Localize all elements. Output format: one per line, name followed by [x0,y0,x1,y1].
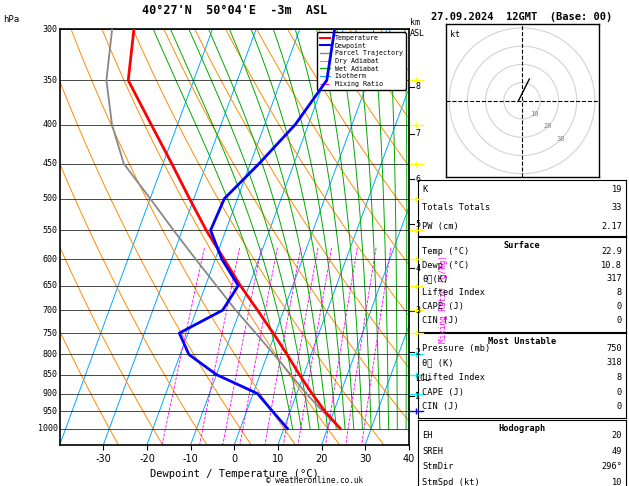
Text: 1: 1 [415,392,420,401]
Text: 850: 850 [43,370,58,379]
X-axis label: Dewpoint / Temperature (°C): Dewpoint / Temperature (°C) [150,469,319,479]
Text: 350: 350 [43,76,58,85]
Text: CIN (J): CIN (J) [422,402,459,411]
Text: hPa: hPa [3,15,19,24]
Text: 30: 30 [556,136,565,142]
Text: Most Unstable: Most Unstable [488,337,556,347]
Text: 8: 8 [617,288,622,297]
Text: Mixing Ratio (g/kg): Mixing Ratio (g/kg) [439,255,448,343]
Text: 25: 25 [358,449,365,453]
Text: Surface: Surface [504,241,540,250]
Text: 20: 20 [611,431,622,440]
Text: 3: 3 [415,306,420,315]
Text: 750: 750 [606,344,622,352]
Text: 8: 8 [617,373,622,382]
Text: 10.8: 10.8 [601,260,622,270]
Text: 10: 10 [611,478,622,486]
Text: 1: 1 [160,449,164,453]
Text: 500: 500 [43,194,58,203]
Text: CAPE (J): CAPE (J) [422,302,464,312]
Text: 0: 0 [617,302,622,312]
Text: CIN (J): CIN (J) [422,316,459,325]
Text: km: km [410,17,420,27]
Text: 4: 4 [415,264,420,273]
Text: K: K [422,185,427,193]
Text: 0: 0 [617,387,622,397]
Text: CAPE (J): CAPE (J) [422,387,464,397]
Text: PW (cm): PW (cm) [422,222,459,231]
Text: 20: 20 [342,449,350,453]
Text: LCL: LCL [415,374,430,383]
Text: 6: 6 [415,175,420,184]
Text: 300: 300 [43,25,58,34]
Text: 2.17: 2.17 [601,222,622,231]
Text: 2: 2 [415,348,420,357]
Text: Hodograph: Hodograph [498,424,546,433]
Text: 317: 317 [606,275,622,283]
Text: θᴇ (K): θᴇ (K) [422,358,454,367]
Text: 2: 2 [198,449,201,453]
Text: 6: 6 [263,449,267,453]
Text: EH: EH [422,431,433,440]
Text: 20: 20 [543,123,552,129]
Text: 650: 650 [43,281,58,290]
Text: Lifted Index: Lifted Index [422,373,485,382]
Text: 8: 8 [281,449,286,453]
Text: 8: 8 [415,82,420,91]
Text: SREH: SREH [422,447,443,456]
Text: 750: 750 [43,329,58,338]
Text: kt: kt [450,31,460,39]
Legend: Temperature, Dewpoint, Parcel Trajectory, Dry Adiabat, Wet Adiabat, Isotherm, Mi: Temperature, Dewpoint, Parcel Trajectory… [317,33,406,90]
Text: ASL: ASL [410,29,425,38]
Text: Temp (°C): Temp (°C) [422,246,469,256]
Text: θᴇ(K): θᴇ(K) [422,275,448,283]
Text: 19: 19 [611,185,622,193]
Text: 7: 7 [415,129,420,138]
Text: 49: 49 [611,447,622,456]
Text: StmSpd (kt): StmSpd (kt) [422,478,480,486]
Text: 900: 900 [43,389,58,398]
Text: 27.09.2024  12GMT  (Base: 00): 27.09.2024 12GMT (Base: 00) [431,12,613,22]
Text: 950: 950 [43,407,58,416]
Text: 1000: 1000 [38,424,58,433]
Text: 0: 0 [617,402,622,411]
Text: 0: 0 [617,316,622,325]
Text: 40°27'N  50°04'E  -3m  ASL: 40°27'N 50°04'E -3m ASL [142,4,327,17]
Text: 700: 700 [43,306,58,315]
Text: 15: 15 [321,449,330,453]
Text: © weatheronline.co.uk: © weatheronline.co.uk [266,476,363,485]
Text: 3: 3 [221,449,225,453]
Text: 4: 4 [238,449,242,453]
Text: 550: 550 [43,226,58,235]
Text: 22.9: 22.9 [601,246,622,256]
Text: 10: 10 [531,111,539,117]
Text: StmDir: StmDir [422,463,454,471]
Text: 800: 800 [43,350,58,359]
Text: 5: 5 [415,220,420,228]
Text: Dewp (°C): Dewp (°C) [422,260,469,270]
Text: 600: 600 [43,255,58,263]
Text: Totals Totals: Totals Totals [422,203,491,212]
Text: 318: 318 [606,358,622,367]
Text: Lifted Index: Lifted Index [422,288,485,297]
Text: 296°: 296° [601,463,622,471]
Text: 450: 450 [43,159,58,168]
Text: 33: 33 [611,203,622,212]
Text: 10: 10 [294,449,302,453]
Text: 400: 400 [43,120,58,129]
Text: Pressure (mb): Pressure (mb) [422,344,491,352]
